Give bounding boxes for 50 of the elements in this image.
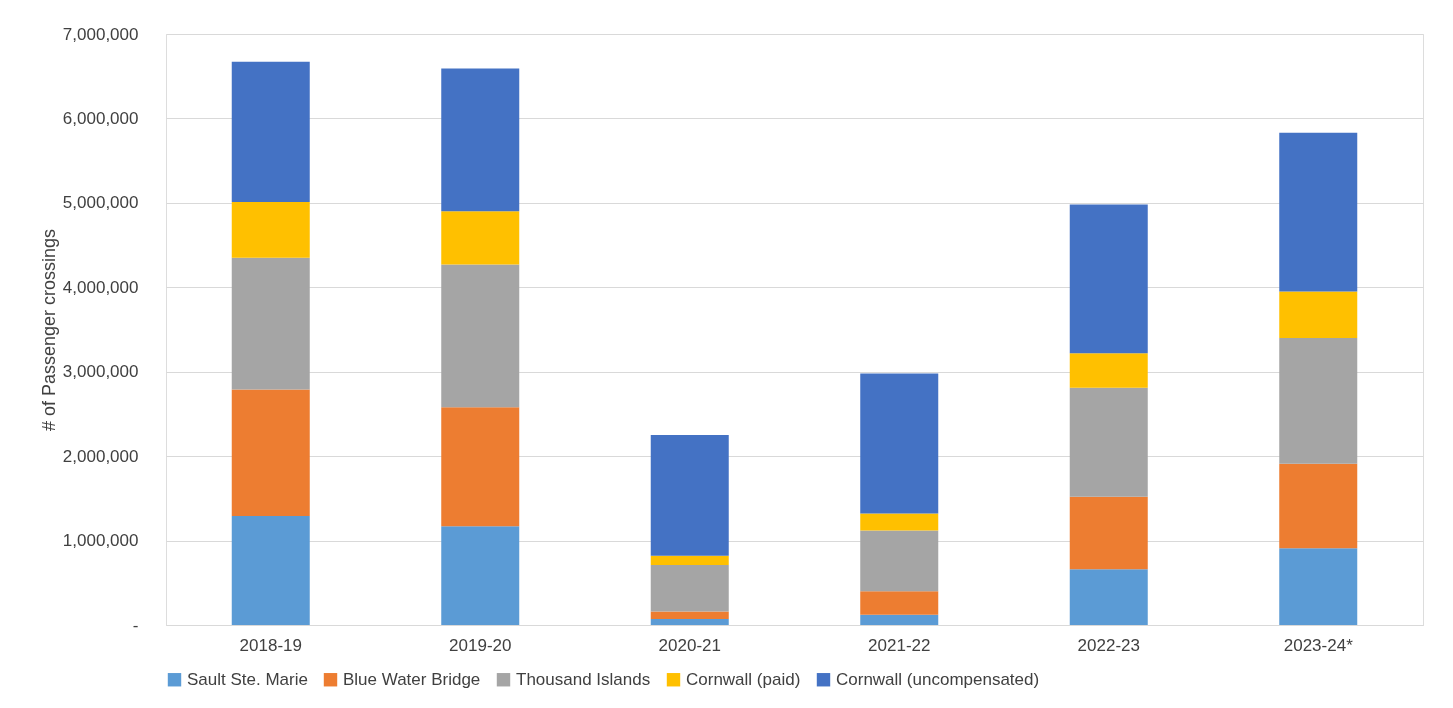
legend-label: Blue Water Bridge bbox=[343, 669, 481, 689]
bar bbox=[441, 68, 520, 212]
bar bbox=[1069, 204, 1148, 354]
bar bbox=[860, 530, 939, 592]
x-tick-label: 2020-21 bbox=[658, 635, 721, 655]
bar bbox=[231, 257, 310, 390]
bar bbox=[231, 389, 310, 517]
y-tick-label: 6,000,000 bbox=[62, 108, 139, 128]
y-tick-label: 4,000,000 bbox=[62, 277, 139, 297]
bar bbox=[441, 211, 520, 265]
x-tick-label: 2021-22 bbox=[868, 635, 931, 655]
bar bbox=[1279, 337, 1358, 464]
bar bbox=[650, 555, 729, 566]
bar bbox=[860, 591, 939, 615]
bar bbox=[1279, 548, 1358, 625]
y-tick-label: 2,000,000 bbox=[62, 446, 139, 466]
y-tick-label: 3,000,000 bbox=[62, 362, 139, 382]
legend-label: Cornwall (paid) bbox=[686, 669, 801, 689]
bar bbox=[650, 611, 729, 620]
bar bbox=[1069, 569, 1148, 625]
bar bbox=[441, 526, 520, 625]
y-axis-title: # of Passenger crossings bbox=[38, 228, 59, 432]
x-tick-label: 2023-24* bbox=[1283, 635, 1354, 655]
bar bbox=[650, 619, 729, 625]
y-tick-label: 5,000,000 bbox=[62, 193, 139, 213]
bar bbox=[650, 565, 729, 612]
bar bbox=[1279, 132, 1358, 292]
y-tick-label: - bbox=[132, 615, 139, 635]
x-tick-label: 2022-23 bbox=[1077, 635, 1140, 655]
bar bbox=[860, 373, 939, 514]
legend-label: Cornwall (uncompensated) bbox=[836, 669, 1040, 689]
bar bbox=[1069, 387, 1148, 497]
bar bbox=[1069, 496, 1148, 570]
bar bbox=[441, 264, 520, 408]
bar bbox=[441, 407, 520, 527]
x-tick-label: 2019-20 bbox=[449, 635, 512, 655]
bar bbox=[860, 513, 939, 531]
bar bbox=[860, 614, 939, 625]
legend-label: Thousand Islands bbox=[516, 669, 651, 689]
bar bbox=[231, 516, 310, 625]
bar bbox=[650, 435, 729, 556]
y-tick-label: 7,000,000 bbox=[62, 24, 139, 44]
bar bbox=[231, 202, 310, 258]
bar bbox=[1069, 353, 1148, 388]
x-tick-label: 2018-19 bbox=[239, 635, 302, 655]
bar bbox=[1279, 463, 1358, 549]
bar bbox=[231, 61, 310, 203]
bar bbox=[1279, 291, 1358, 338]
y-tick-label: 1,000,000 bbox=[62, 531, 139, 551]
legend-label: Sault Ste. Marie bbox=[187, 669, 308, 689]
